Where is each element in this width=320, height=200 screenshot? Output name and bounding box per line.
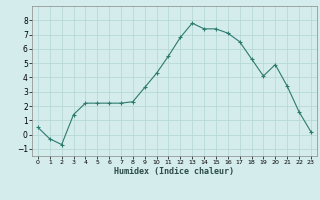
X-axis label: Humidex (Indice chaleur): Humidex (Indice chaleur) bbox=[115, 167, 234, 176]
